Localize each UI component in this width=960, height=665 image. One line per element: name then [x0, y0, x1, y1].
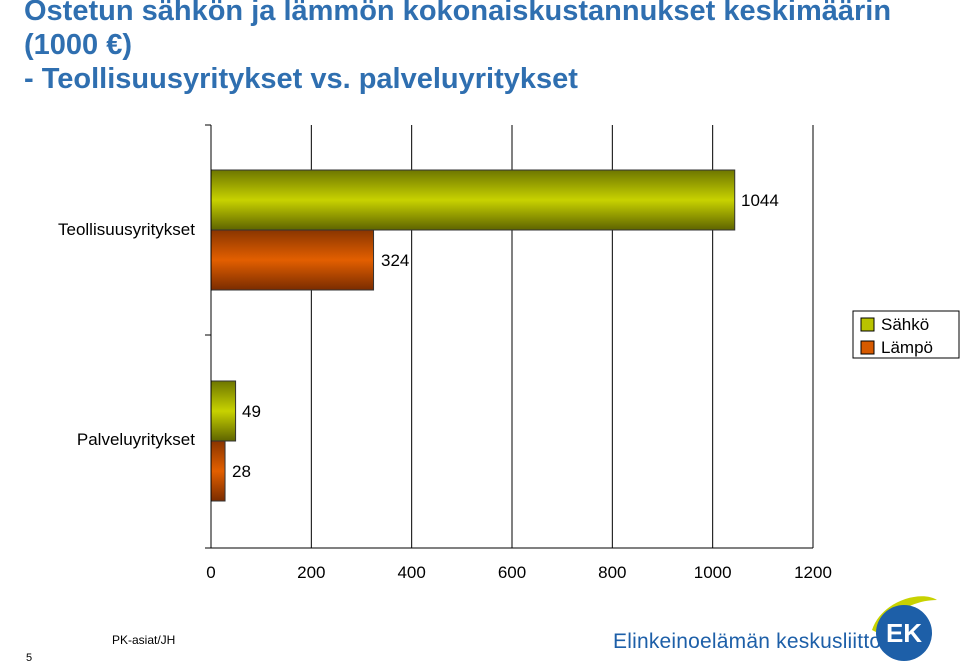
- page-title: Ostetun sähkön ja lämmön kokonaiskustann…: [24, 0, 891, 96]
- logo-text: EK: [886, 618, 922, 648]
- legend-swatch-0: [860, 317, 875, 332]
- bar-0-1: [210, 380, 237, 442]
- legend-label-0: Sähkö: [881, 315, 929, 334]
- bar-0-0: [210, 169, 736, 231]
- x-tick-label-800: 800: [598, 563, 626, 582]
- bar-1-1: [210, 440, 226, 502]
- bar-chart: 1044 324 49 28 0 200 400 600 800 1000 1200 Teollis…: [58, 124, 960, 582]
- ek-logo: EK: [872, 596, 937, 661]
- data-label-1-1: 28: [232, 462, 251, 481]
- x-tick-label-0: 0: [206, 563, 215, 582]
- data-label-0-1: 49: [242, 402, 261, 421]
- bar-1-0: [210, 229, 375, 291]
- page-number: 5: [26, 652, 33, 664]
- source-note: PK-asiat/JH: [112, 633, 176, 647]
- title-line-3: - Teollisuusyritykset vs. palveluyrityks…: [24, 63, 578, 95]
- category-label-1: Palveluyritykset: [77, 430, 195, 449]
- x-tick-label-1000: 1000: [694, 563, 732, 582]
- title-line-1: Ostetun sähkön ja lämmön kokonaiskustann…: [24, 0, 892, 27]
- organization-name: Elinkeinoelämän keskusliitto: [613, 630, 882, 653]
- legend-swatch-1: [860, 340, 875, 355]
- title-line-2: (1000 €): [24, 29, 133, 61]
- legend-label-1: Lämpö: [881, 338, 933, 357]
- data-label-0-0: 1044: [741, 191, 779, 210]
- x-tick-label-1200: 1200: [794, 563, 832, 582]
- x-tick-label-200: 200: [297, 563, 325, 582]
- category-label-0: Teollisuusyritykset: [58, 220, 195, 239]
- x-tick-label-600: 600: [498, 563, 526, 582]
- x-tick-label-400: 400: [397, 563, 425, 582]
- data-label-1-0: 324: [381, 251, 409, 270]
